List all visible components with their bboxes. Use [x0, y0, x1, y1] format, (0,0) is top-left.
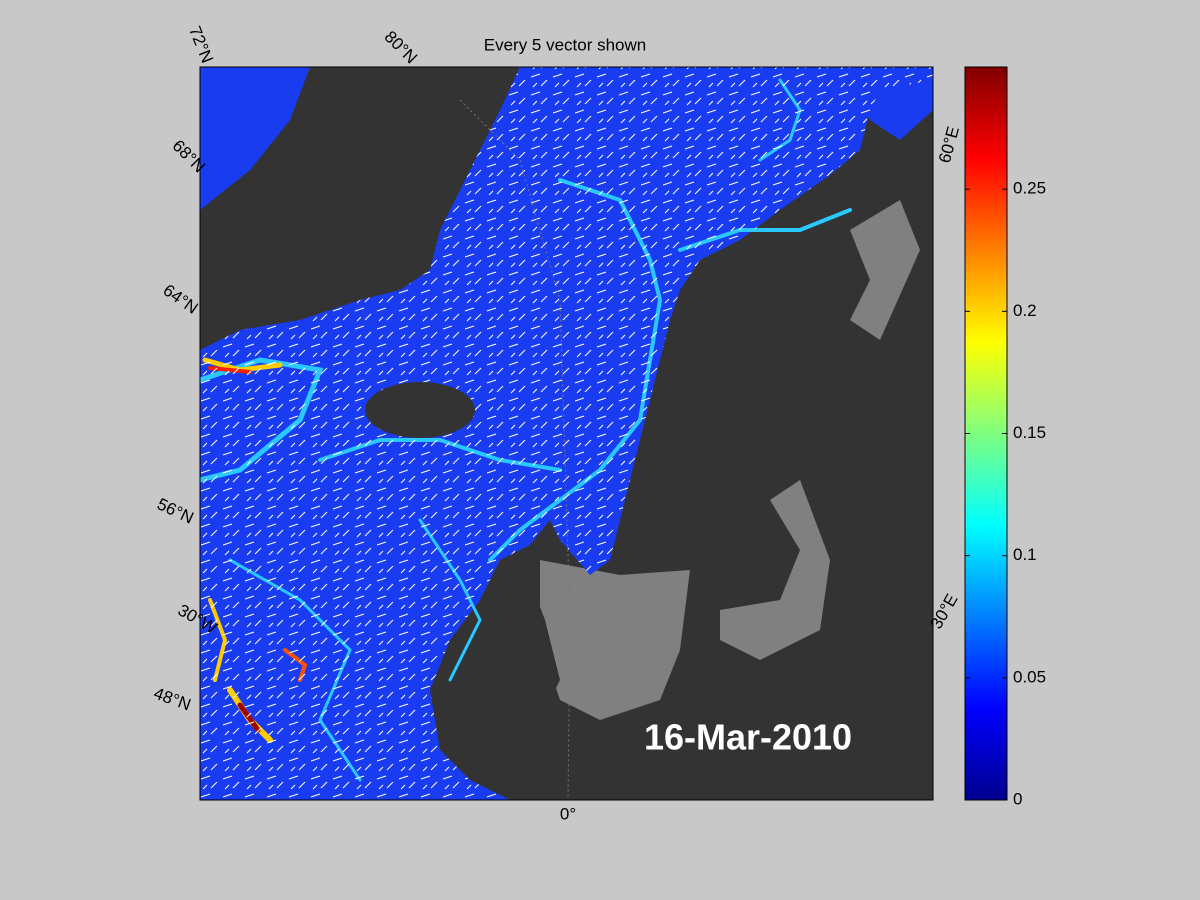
graticule-label: 48°N — [151, 684, 193, 715]
graticule-label: 60°E — [935, 124, 963, 165]
date-label: 16-Mar-2010 — [644, 717, 852, 758]
colorbar-tick-label: 0.2 — [1013, 301, 1037, 320]
colorbar-tick-label: 0.15 — [1013, 423, 1046, 442]
graticule-label: 80°N — [381, 27, 421, 67]
colorbar-tick-label: 0 — [1013, 789, 1022, 808]
colorbar-ticks: 0 0.05 0.1 0.15 0.2 0.25 — [965, 179, 1046, 808]
graticule-label: 56°N — [154, 494, 196, 527]
colorbar-tick-label: 0.25 — [1013, 179, 1046, 198]
graticule-label: 64°N — [160, 280, 202, 317]
map-title: Every 5 vector shown — [484, 35, 647, 54]
vector-overlay — [200, 67, 933, 800]
map-frame — [199, 66, 934, 801]
graticule — [459, 99, 571, 800]
shallow-sea — [720, 480, 830, 660]
british-isles — [470, 580, 560, 720]
shallow-sea — [540, 560, 690, 720]
colorbar-tick-label: 0.1 — [1013, 545, 1037, 564]
map-area: 16-Mar-2010 — [200, 67, 933, 800]
colorbar — [964, 66, 1008, 801]
shallow-sea — [850, 200, 920, 340]
iceland — [365, 382, 475, 438]
graticule-label: 0° — [560, 804, 576, 823]
graticule-label: 72°N — [185, 23, 217, 65]
colorbar-tick-label: 0.05 — [1013, 667, 1046, 686]
